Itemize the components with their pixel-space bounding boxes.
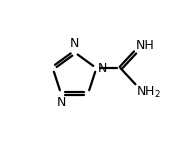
Text: N: N — [70, 37, 79, 50]
Text: N: N — [98, 62, 108, 75]
Text: NH: NH — [136, 39, 155, 52]
Text: NH$_2$: NH$_2$ — [136, 85, 161, 100]
Text: N: N — [56, 96, 66, 109]
